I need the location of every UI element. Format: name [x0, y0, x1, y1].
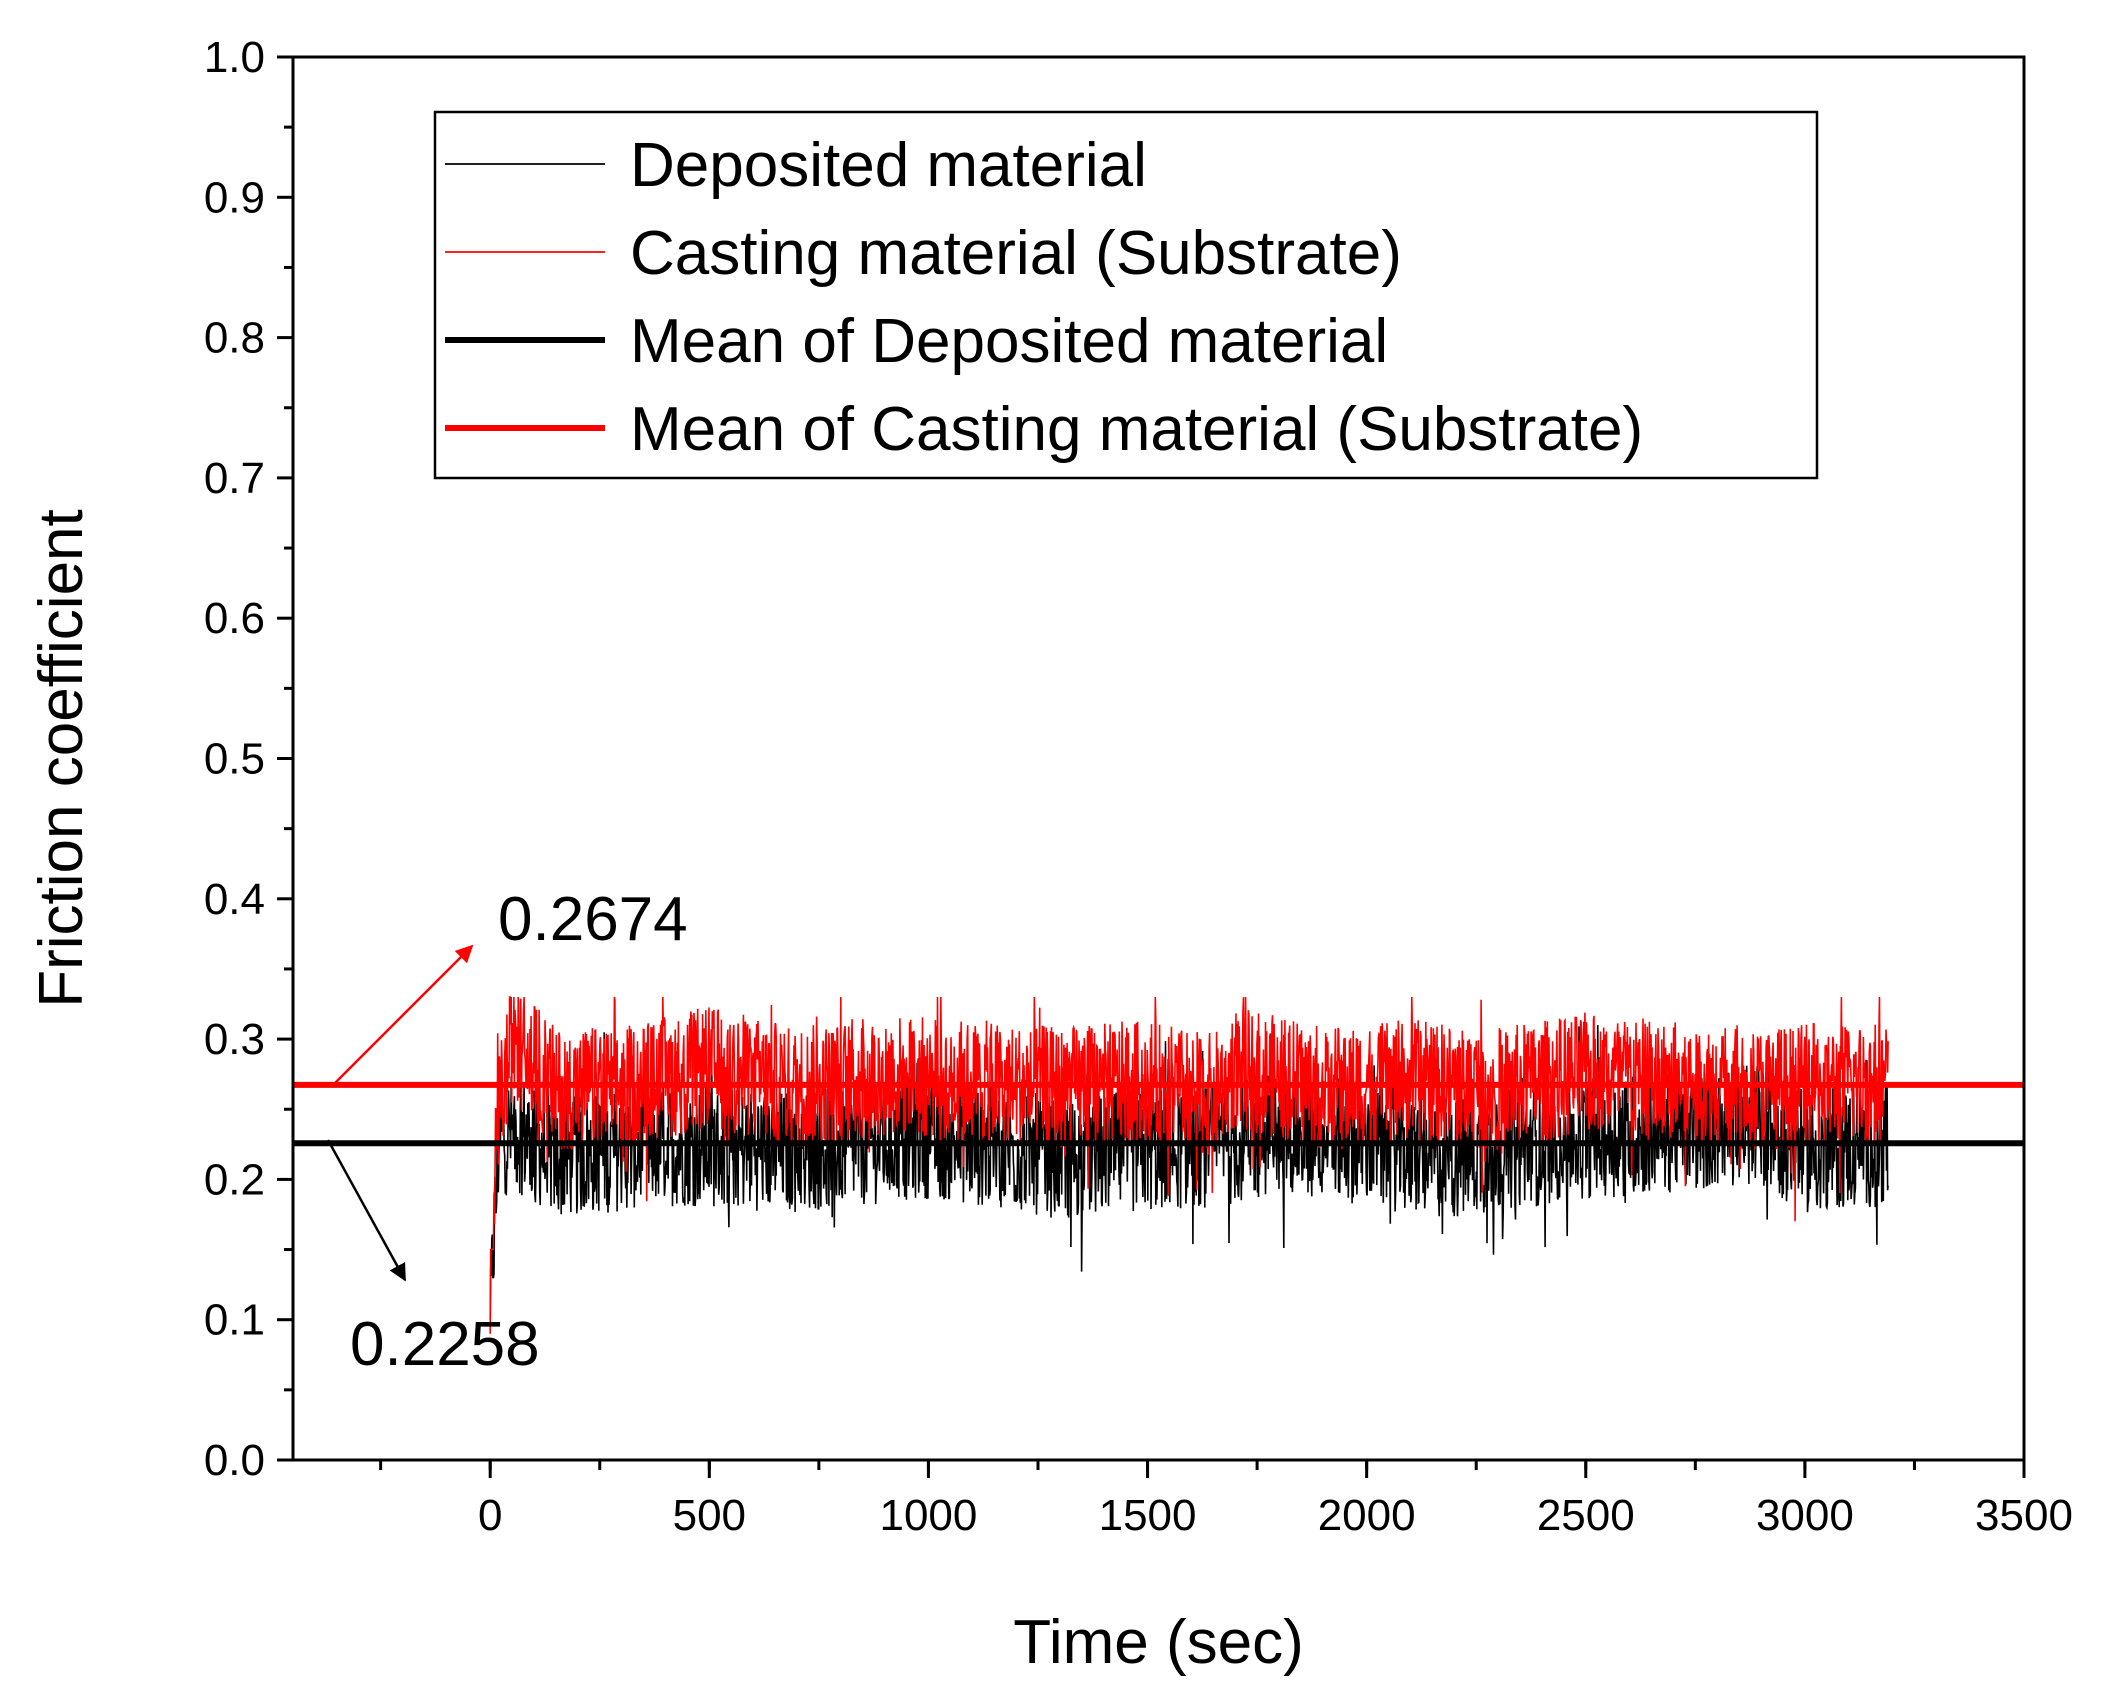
series-layer [489, 996, 1889, 1334]
annotation-arrow-1 [326, 1139, 407, 1282]
y-tick-label: 0.6 [204, 594, 265, 643]
series-line-1 [489, 996, 1889, 1334]
y-tick-label: 0.1 [204, 1296, 265, 1345]
y-tick-label: 0.8 [204, 314, 265, 363]
annotation-label-1: 0.2258 [350, 1310, 540, 1379]
x-tick-label: 500 [673, 1491, 746, 1540]
legend-label-1: Casting material (Substrate) [630, 219, 1402, 288]
y-tick-label: 0.9 [204, 173, 265, 222]
legend-label-2: Mean of Deposited material [630, 307, 1388, 376]
x-tick-label: 1500 [1099, 1491, 1197, 1540]
x-axis-title: Time (sec) [1013, 1608, 1303, 1677]
annotation-arrow-0 [332, 944, 474, 1086]
y-tick-label: 0.3 [204, 1015, 265, 1064]
y-tick-label: 0.2 [204, 1155, 265, 1204]
x-tick-label: 0 [478, 1491, 502, 1540]
legend-label-3: Mean of Casting material (Substrate) [630, 395, 1643, 464]
axes-layer: 0.0 0.1 0.2 0.3 0.4 0.5 0.6 0.7 0.8 0.9 1.0 0 500 100… [204, 33, 2073, 1540]
y-tick-label: 0.0 [204, 1436, 265, 1485]
legend: Deposited material Casting material (Subs… [433, 110, 1819, 480]
mean-layer [293, 1081, 2024, 1147]
x-tick-label: 3000 [1756, 1491, 1854, 1540]
y-tick-label: 0.4 [204, 875, 265, 924]
annotation-layer: 0.2674 0.2258 [326, 885, 688, 1379]
y-tick-label: 1.0 [204, 33, 265, 82]
legend-label-0: Deposited material [630, 131, 1147, 200]
annotation-label-0: 0.2674 [498, 885, 688, 954]
x-tick-label: 1000 [879, 1491, 977, 1540]
y-axis-title: Friction coefficient [27, 509, 96, 1008]
x-tick-label: 2500 [1537, 1491, 1635, 1540]
x-tick-label: 2000 [1318, 1491, 1416, 1540]
y-tick-label: 0.7 [204, 454, 265, 503]
x-tick-label: 3500 [1975, 1491, 2073, 1540]
y-tick-label: 0.5 [204, 735, 265, 784]
legend-box [433, 110, 1819, 480]
